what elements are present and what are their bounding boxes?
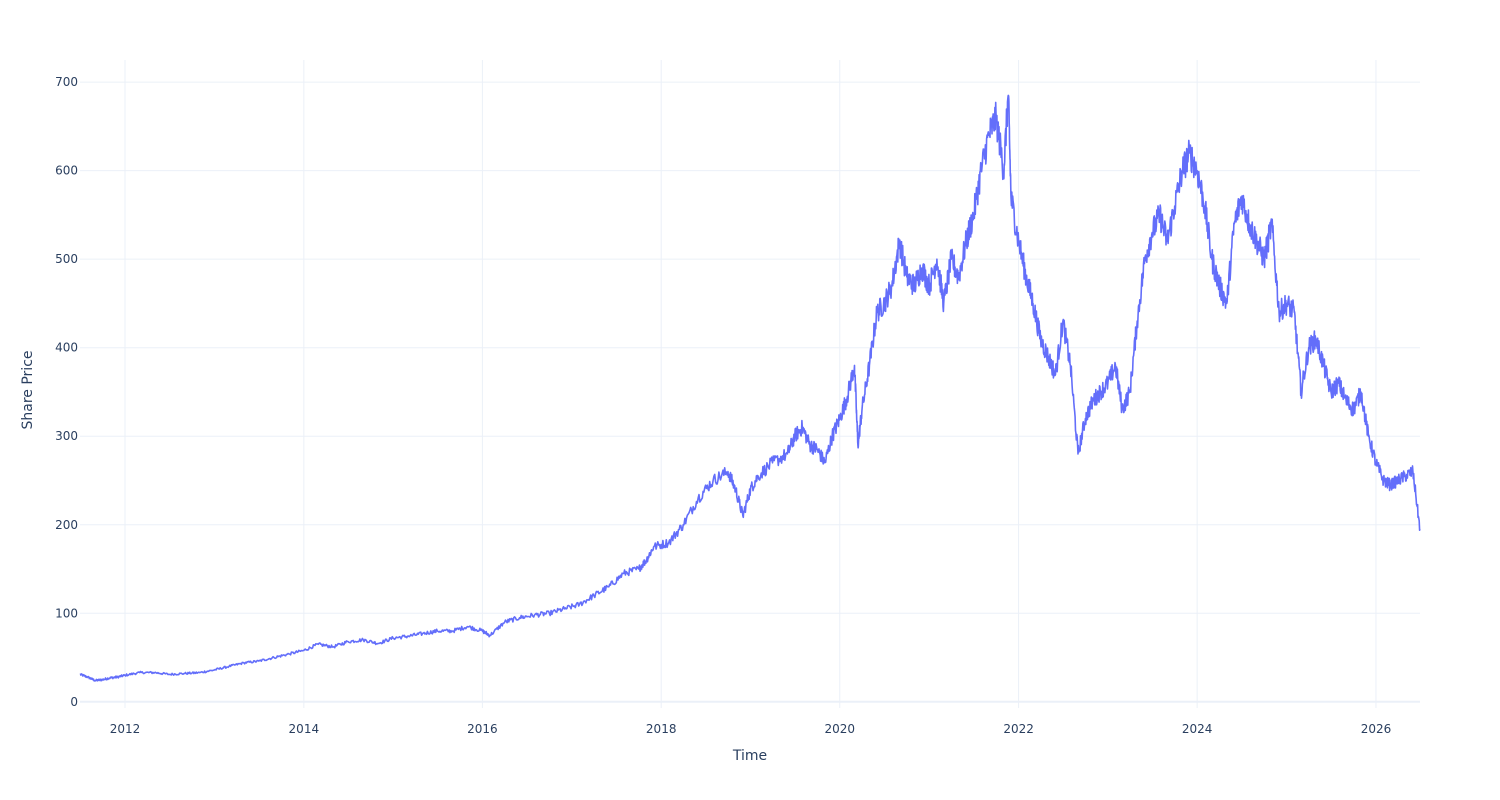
- x-tick-label: 2020: [825, 722, 856, 736]
- series-layer: [79, 94, 1421, 682]
- share-price-line: [79, 94, 1421, 682]
- y-tick-label: 400: [55, 341, 78, 355]
- y-axis-title: Share Price: [20, 350, 36, 429]
- axis-layer: 2012 2014 2016 2018 2020 2022 2024 2026 0 100 200 3…: [55, 75, 1391, 736]
- y-tick-label: 500: [55, 252, 78, 266]
- x-tick-label: 2026: [1361, 722, 1392, 736]
- x-tick-label: 2022: [1003, 722, 1034, 736]
- y-tick-label: 0: [70, 695, 78, 709]
- x-tick-label: 2024: [1182, 722, 1213, 736]
- x-tick-label: 2014: [289, 722, 320, 736]
- x-axis-title: Time: [732, 748, 767, 764]
- y-tick-label: 700: [55, 75, 78, 89]
- y-tick-label: 100: [55, 606, 78, 620]
- x-tick-label: 2016: [467, 722, 498, 736]
- y-tick-label: 200: [55, 518, 78, 532]
- y-tick-label: 600: [55, 164, 78, 178]
- x-tick-label: 2012: [110, 722, 141, 736]
- y-tick-label: 300: [55, 429, 78, 443]
- x-tick-label: 2018: [646, 722, 677, 736]
- grid-layer: [80, 60, 1420, 708]
